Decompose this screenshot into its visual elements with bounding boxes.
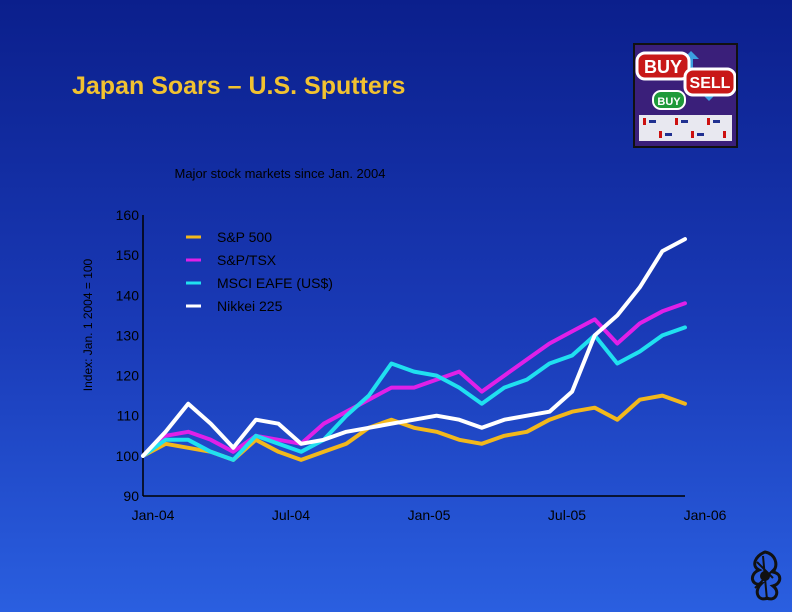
x-tick-label: Jul-05 [548, 507, 586, 523]
y-tick-label: 120 [116, 368, 140, 384]
y-tick-label: 100 [116, 448, 140, 464]
x-tick-label: Jul-04 [272, 507, 310, 523]
x-tick-label: Jan-04 [132, 507, 175, 523]
legend-label: Nikkei 225 [217, 298, 283, 314]
y-tick-label: 150 [116, 247, 140, 263]
plot-area: 90 100 110 120 130 140 150 160 Jan-04 Jul-04 Jan-0… [116, 207, 727, 523]
buy-small-label: BUY [657, 96, 681, 108]
legend-label: MSCI EAFE (US$) [217, 275, 333, 291]
y-tick-label: 110 [117, 408, 140, 424]
sell-label: SELL [690, 75, 731, 92]
x-tick-label: Jan-06 [684, 507, 727, 523]
y-tick-label: 90 [123, 488, 139, 504]
page-title: Japan Soars – U.S. Sputters [72, 72, 406, 100]
series-line [141, 237, 687, 458]
legend-label: S&P 500 [217, 229, 272, 245]
buy-label: BUY [644, 57, 682, 77]
series-line [141, 393, 687, 462]
buy-sell-logo: BUY SELL BUY [633, 43, 738, 148]
y-tick-label: 160 [116, 207, 140, 223]
y-tick-label: 140 [116, 287, 140, 303]
corner-logo-icon [751, 550, 782, 601]
y-axis-label: Index: Jan. 1 2004 = 100 [81, 258, 95, 391]
legend-label: S&P/TSX [217, 252, 277, 268]
buy-sell-icon: BUY SELL BUY [635, 45, 737, 146]
y-tick-label: 130 [116, 327, 140, 343]
series-line [141, 301, 687, 458]
x-tick-label: Jan-05 [408, 507, 451, 523]
chart-subtitle: Major stock markets since Jan. 2004 [175, 166, 386, 181]
